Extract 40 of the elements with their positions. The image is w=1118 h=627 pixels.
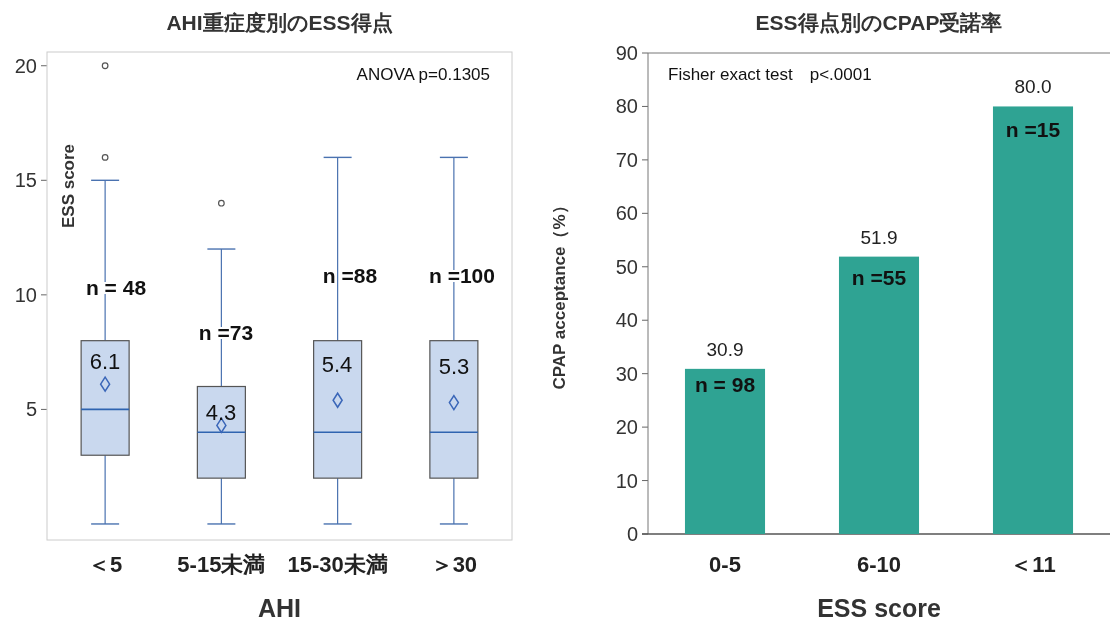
- y-tick-label: 20: [615, 416, 638, 439]
- y-tick-label: 30: [615, 362, 638, 385]
- chart-title: AHI重症度別のESS得点: [166, 11, 393, 35]
- x-tick-label: 6-10: [856, 552, 902, 577]
- x-tick-label: 0-5: [709, 552, 741, 577]
- x-tick-label: 5-15未満: [177, 552, 266, 577]
- x-axis-title: AHI: [257, 594, 302, 622]
- x-tick-label: ＞30: [430, 552, 478, 577]
- y-tick-label: 20: [14, 54, 37, 77]
- annotation: 4.3: [205, 400, 237, 425]
- y-tick-label: 10: [14, 283, 37, 306]
- annotation: n =15: [1005, 118, 1061, 141]
- y-tick-label: 60: [615, 202, 638, 225]
- annotation: 5.3: [438, 354, 470, 379]
- annotation: Fisher exact test p<.0001: [668, 65, 872, 84]
- y-tick-label: 15: [14, 169, 37, 192]
- y-tick-label: 5: [25, 398, 37, 421]
- y-tick-label: 10: [615, 469, 638, 492]
- annotation: 5.4: [321, 352, 353, 377]
- annotation: ANOVA p=0.1305: [356, 65, 490, 84]
- y-tick-label: 90: [615, 42, 638, 64]
- y-tick-label: 0: [626, 523, 638, 545]
- y-axis-title: ESS score: [59, 143, 78, 229]
- annotation: 6.1: [89, 349, 121, 374]
- annotation: n =88: [322, 264, 378, 287]
- data-label: 80.0: [1014, 76, 1052, 98]
- annotation: n =55: [851, 266, 907, 289]
- y-tick-label: 70: [615, 148, 638, 171]
- chart-title: ESS得点別のCPAP受諾率: [755, 11, 1003, 35]
- y-tick-label: 40: [615, 309, 638, 332]
- x-tick-label: ＜11: [1010, 552, 1056, 577]
- data-label: 30.9: [706, 338, 744, 360]
- annotation: n = 98: [694, 373, 756, 396]
- x-tick-label: 15-30未満: [287, 552, 388, 577]
- y-tick-label: 50: [615, 255, 638, 278]
- data-label: 51.9: [860, 226, 898, 248]
- y-axis-title: CPAP acceptance（%）: [550, 197, 569, 390]
- y-tick-label: 80: [615, 95, 638, 118]
- x-axis-title: ESS score: [817, 594, 941, 622]
- x-tick-label: ＜5: [88, 552, 123, 577]
